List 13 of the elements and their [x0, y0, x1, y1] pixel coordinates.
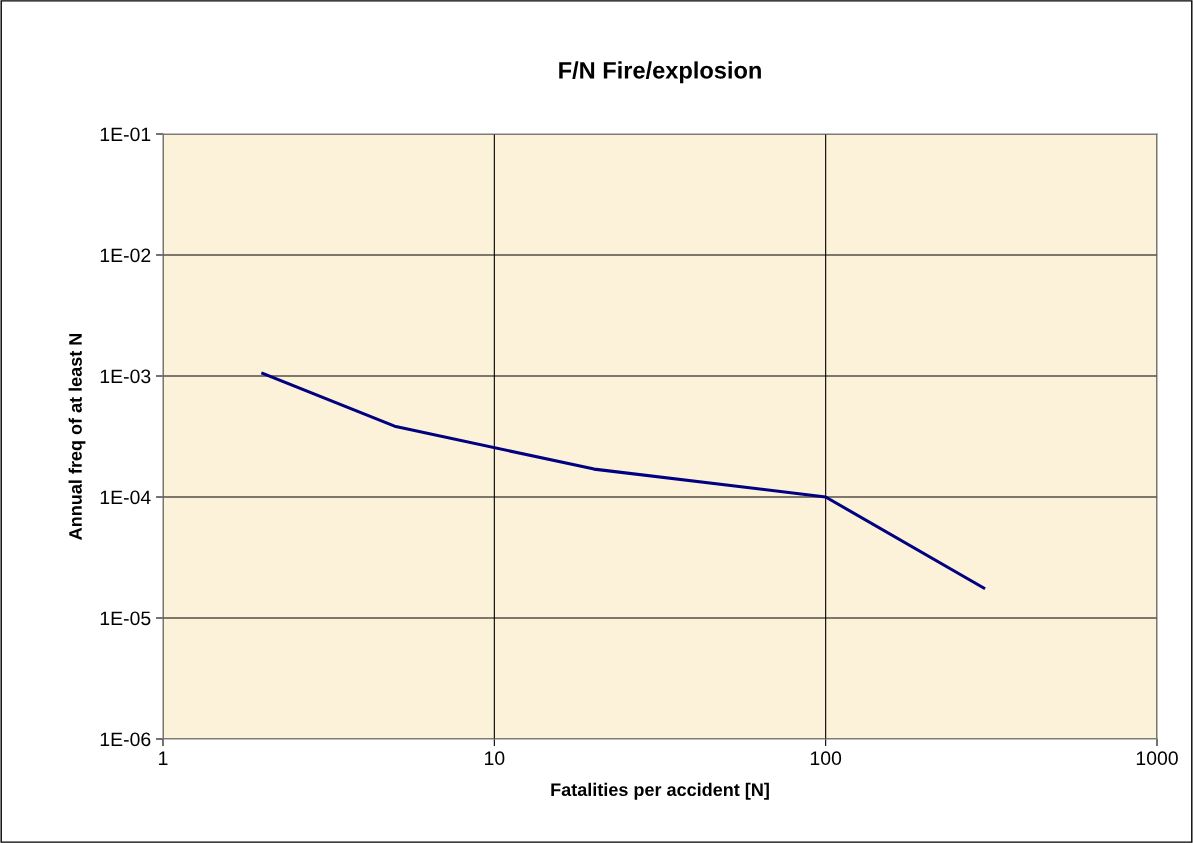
- x-tick-label: 1000: [1136, 751, 1178, 766]
- x-tick-label: 1: [159, 751, 168, 765]
- y-tick-label: 1E-03: [100, 369, 151, 384]
- x-tick-label: 100: [810, 751, 842, 766]
- x-tick-label: 10: [485, 751, 505, 766]
- y-tick-label: 1E-04: [100, 490, 151, 505]
- y-tick-label: 1E-05: [100, 611, 151, 626]
- y-tick-label: 1E-06: [100, 732, 151, 747]
- chart-title: F/N Fire/explosion: [559, 61, 761, 84]
- y-axis-title: Annual freq of at least N: [68, 333, 86, 540]
- x-axis-title: Fatalities per accident [N]: [551, 782, 769, 800]
- y-tick-label: 1E-01: [100, 127, 151, 142]
- y-tick-label: 1E-02: [100, 248, 151, 263]
